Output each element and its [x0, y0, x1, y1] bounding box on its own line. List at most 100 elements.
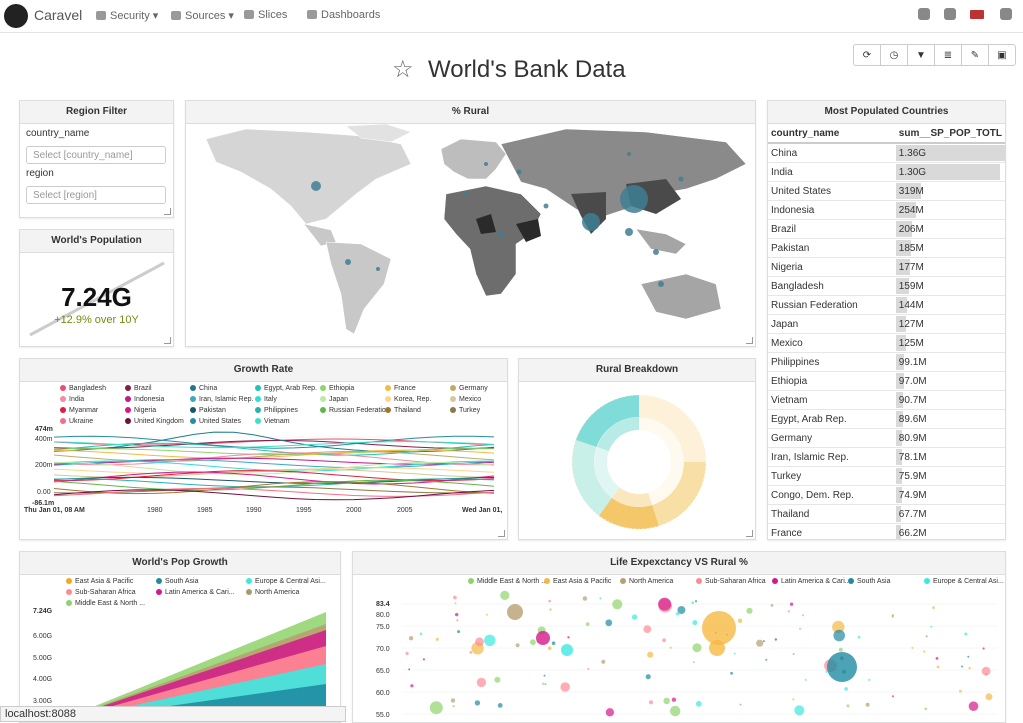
- table-row[interactable]: Egypt, Arab Rep. 89.6M: [768, 409, 1005, 429]
- scatter-bubble[interactable]: [669, 646, 672, 649]
- scatter-bubble[interactable]: [485, 613, 488, 616]
- scatter-bubble[interactable]: [770, 604, 774, 607]
- scatter-bubble[interactable]: [670, 705, 681, 717]
- table-row[interactable]: Brazil 206M: [768, 219, 1005, 239]
- legend-item[interactable]: Iran, Islamic Rep.: [190, 396, 253, 403]
- scatter-bubble[interactable]: [985, 693, 993, 701]
- legend-item[interactable]: Ukraine: [60, 418, 93, 425]
- scatter-bubble[interactable]: [746, 607, 753, 614]
- nav-sources[interactable]: Sources ▾: [171, 9, 234, 22]
- table-row[interactable]: France 66.2M: [768, 523, 1005, 539]
- legend-item[interactable]: Middle East & North ...: [66, 600, 145, 607]
- scatter-bubble-large[interactable]: [709, 640, 725, 656]
- scatter-bubble[interactable]: [825, 670, 828, 673]
- scatter-bubble[interactable]: [774, 638, 777, 641]
- table-row[interactable]: Russian Federation 144M: [768, 295, 1005, 315]
- scatter-bubble[interactable]: [792, 698, 795, 701]
- scatter-bubble[interactable]: [676, 612, 680, 616]
- legend-item[interactable]: China: [190, 385, 217, 392]
- scatter-bubble[interactable]: [658, 597, 672, 611]
- book-icon[interactable]: [944, 8, 956, 20]
- scatter-bubble[interactable]: [923, 650, 926, 653]
- scatter-bubble[interactable]: [792, 653, 795, 655]
- legend-item[interactable]: United States: [190, 418, 241, 425]
- legend-item[interactable]: Ethiopia: [320, 385, 354, 392]
- edit-button[interactable]: ✎: [962, 45, 989, 65]
- legend-item[interactable]: Europe & Central Asi...: [924, 578, 1004, 585]
- legend-item[interactable]: Nigeria: [125, 407, 156, 414]
- scatter-bubble[interactable]: [846, 704, 850, 708]
- scatter-bubble[interactable]: [935, 657, 939, 660]
- scatter-bubble[interactable]: [585, 622, 590, 626]
- scatter-bubble[interactable]: [799, 627, 801, 630]
- legend-item[interactable]: Sub-Saharan Africa: [696, 578, 766, 585]
- scatter-bubble[interactable]: [964, 632, 968, 636]
- legend-item[interactable]: Thailand: [385, 407, 421, 414]
- scatter-bubble-large[interactable]: [561, 644, 573, 656]
- scatter-bubble[interactable]: [530, 639, 536, 646]
- bubble-scatter-chart[interactable]: [397, 590, 997, 720]
- table-row[interactable]: United States 319M: [768, 181, 1005, 201]
- scatter-bubble[interactable]: [691, 601, 694, 604]
- scatter-bubble[interactable]: [605, 619, 613, 627]
- column-header-population[interactable]: sum__SP_POP_TOTL: [895, 124, 1005, 144]
- legend-item[interactable]: United Kingdom: [125, 418, 184, 425]
- scatter-bubble[interactable]: [694, 600, 698, 603]
- scatter-bubble[interactable]: [756, 639, 764, 647]
- legend-item[interactable]: Italy: [255, 396, 277, 403]
- scatter-bubble[interactable]: [911, 646, 914, 649]
- table-row[interactable]: India 1.30G: [768, 162, 1005, 182]
- legend-item[interactable]: South Asia: [156, 578, 198, 585]
- legend-item[interactable]: Vietnam: [255, 418, 290, 425]
- scatter-bubble[interactable]: [454, 602, 457, 605]
- scatter-bubble[interactable]: [605, 708, 615, 717]
- legend-item[interactable]: South Asia: [848, 578, 890, 585]
- scatter-bubble[interactable]: [429, 701, 443, 715]
- sunburst-chart[interactable]: [519, 382, 755, 539]
- css-button[interactable]: ≣: [935, 45, 962, 65]
- legend-item[interactable]: East Asia & Pacific: [544, 578, 611, 585]
- filter-button[interactable]: ▼: [908, 45, 935, 65]
- user-icon[interactable]: [1000, 8, 1012, 20]
- growth-rate-lines[interactable]: [54, 427, 499, 509]
- legend-item[interactable]: Sub-Saharan Africa: [66, 589, 136, 596]
- scatter-bubble[interactable]: [457, 630, 461, 634]
- scatter-bubble-large[interactable]: [702, 611, 736, 645]
- growth-series-line[interactable]: [54, 439, 495, 449]
- resize-handle[interactable]: [746, 337, 753, 344]
- refresh-button[interactable]: ⟳: [854, 45, 881, 65]
- scatter-bubble[interactable]: [410, 684, 414, 688]
- scatter-bubble[interactable]: [692, 620, 698, 626]
- scatter-bubble[interactable]: [692, 661, 695, 664]
- legend-item[interactable]: Philippines: [255, 407, 298, 414]
- legend-item[interactable]: India: [60, 396, 84, 403]
- scatter-bubble[interactable]: [599, 597, 602, 600]
- scatter-bubble[interactable]: [865, 702, 870, 707]
- scatter-bubble[interactable]: [551, 641, 556, 645]
- scatter-bubble[interactable]: [802, 614, 804, 617]
- scatter-bubble[interactable]: [924, 707, 928, 711]
- legend-item[interactable]: Latin America & Cari...: [156, 589, 235, 596]
- resize-handle[interactable]: [746, 530, 753, 537]
- scatter-bubble[interactable]: [936, 665, 940, 669]
- scatter-bubble[interactable]: [567, 636, 570, 639]
- scatter-bubble[interactable]: [601, 659, 606, 664]
- scatter-bubble[interactable]: [981, 666, 991, 676]
- scatter-bubble[interactable]: [762, 640, 765, 643]
- scatter-bubble[interactable]: [643, 625, 652, 633]
- scatter-bubble[interactable]: [587, 667, 590, 670]
- scatter-bubble[interactable]: [730, 671, 733, 675]
- scatter-bubble[interactable]: [455, 612, 459, 617]
- nav-slices[interactable]: Slices: [244, 9, 287, 21]
- table-row[interactable]: Bangladesh 159M: [768, 276, 1005, 296]
- table-row[interactable]: Nigeria 177M: [768, 257, 1005, 277]
- legend-item[interactable]: East Asia & Pacific: [66, 578, 133, 585]
- scatter-bubble[interactable]: [544, 683, 547, 686]
- legend-item[interactable]: Germany: [450, 385, 488, 392]
- scatter-bubble[interactable]: [857, 635, 861, 639]
- scatter-bubble[interactable]: [932, 606, 935, 609]
- scatter-bubble[interactable]: [631, 614, 638, 620]
- brand-name[interactable]: Caravel: [34, 7, 83, 23]
- scatter-bubble[interactable]: [582, 596, 588, 601]
- table-row[interactable]: Philippines 99.1M: [768, 352, 1005, 372]
